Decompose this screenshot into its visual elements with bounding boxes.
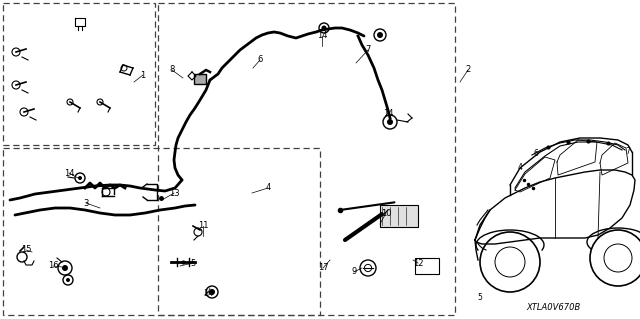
Bar (3, 3, 155, 145)
Text: 5: 5 (477, 293, 483, 302)
Circle shape (387, 119, 393, 125)
Text: 17: 17 (317, 263, 328, 272)
Circle shape (321, 26, 326, 31)
Text: 11: 11 (198, 221, 208, 231)
Bar (415, 258, 439, 274)
Text: 14: 14 (317, 32, 327, 41)
Text: 8: 8 (170, 65, 175, 75)
Text: 5: 5 (190, 258, 196, 268)
Text: 7: 7 (625, 147, 630, 157)
Bar (194, 74, 206, 84)
Text: 16: 16 (48, 262, 58, 271)
Text: 2: 2 (465, 65, 470, 75)
Circle shape (377, 32, 383, 38)
Circle shape (62, 265, 68, 271)
Text: 7: 7 (365, 46, 371, 55)
Text: 4: 4 (266, 183, 271, 192)
Circle shape (66, 278, 70, 282)
Bar (158, 3, 455, 315)
Text: 4: 4 (518, 164, 522, 173)
Circle shape (78, 176, 82, 180)
Text: 1: 1 (140, 70, 146, 79)
Text: 9: 9 (351, 268, 356, 277)
Circle shape (209, 289, 215, 295)
Text: 6: 6 (257, 56, 262, 64)
Text: 12: 12 (413, 258, 423, 268)
Text: 13: 13 (169, 189, 179, 197)
Bar (3, 148, 320, 315)
Bar (380, 205, 418, 227)
Text: 3: 3 (83, 198, 89, 207)
Text: 14: 14 (203, 288, 213, 298)
Text: 14: 14 (64, 168, 74, 177)
Text: XTLA0V670B: XTLA0V670B (526, 303, 580, 313)
Text: 10: 10 (381, 209, 391, 218)
Text: 15: 15 (20, 246, 31, 255)
Text: 14: 14 (383, 108, 393, 117)
Text: 6: 6 (534, 149, 538, 158)
